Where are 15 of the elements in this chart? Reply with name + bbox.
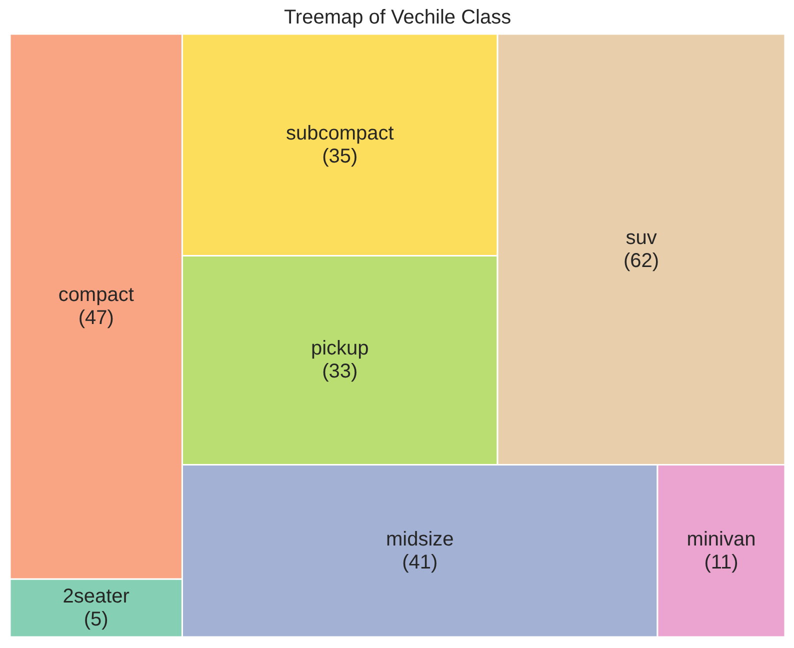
text: Treemap of Vechile Class [284, 6, 512, 29]
data-label: (35) [322, 145, 358, 168]
category-label: pickup [310, 338, 369, 360]
data-label: (41) [402, 551, 438, 574]
category-label: compact [58, 284, 134, 306]
data-label: (33) [322, 360, 358, 383]
category-label: subcompact [286, 122, 394, 144]
category-label: midsize [386, 528, 454, 550]
data-label: (5) [84, 608, 108, 631]
category-label: 2seater [62, 586, 130, 608]
category-label: suv [626, 226, 657, 249]
category-label: minivan [686, 528, 756, 550]
data-label: (11) [704, 551, 738, 574]
data-label: (62) [623, 250, 660, 272]
data-label: (47) [78, 307, 114, 330]
